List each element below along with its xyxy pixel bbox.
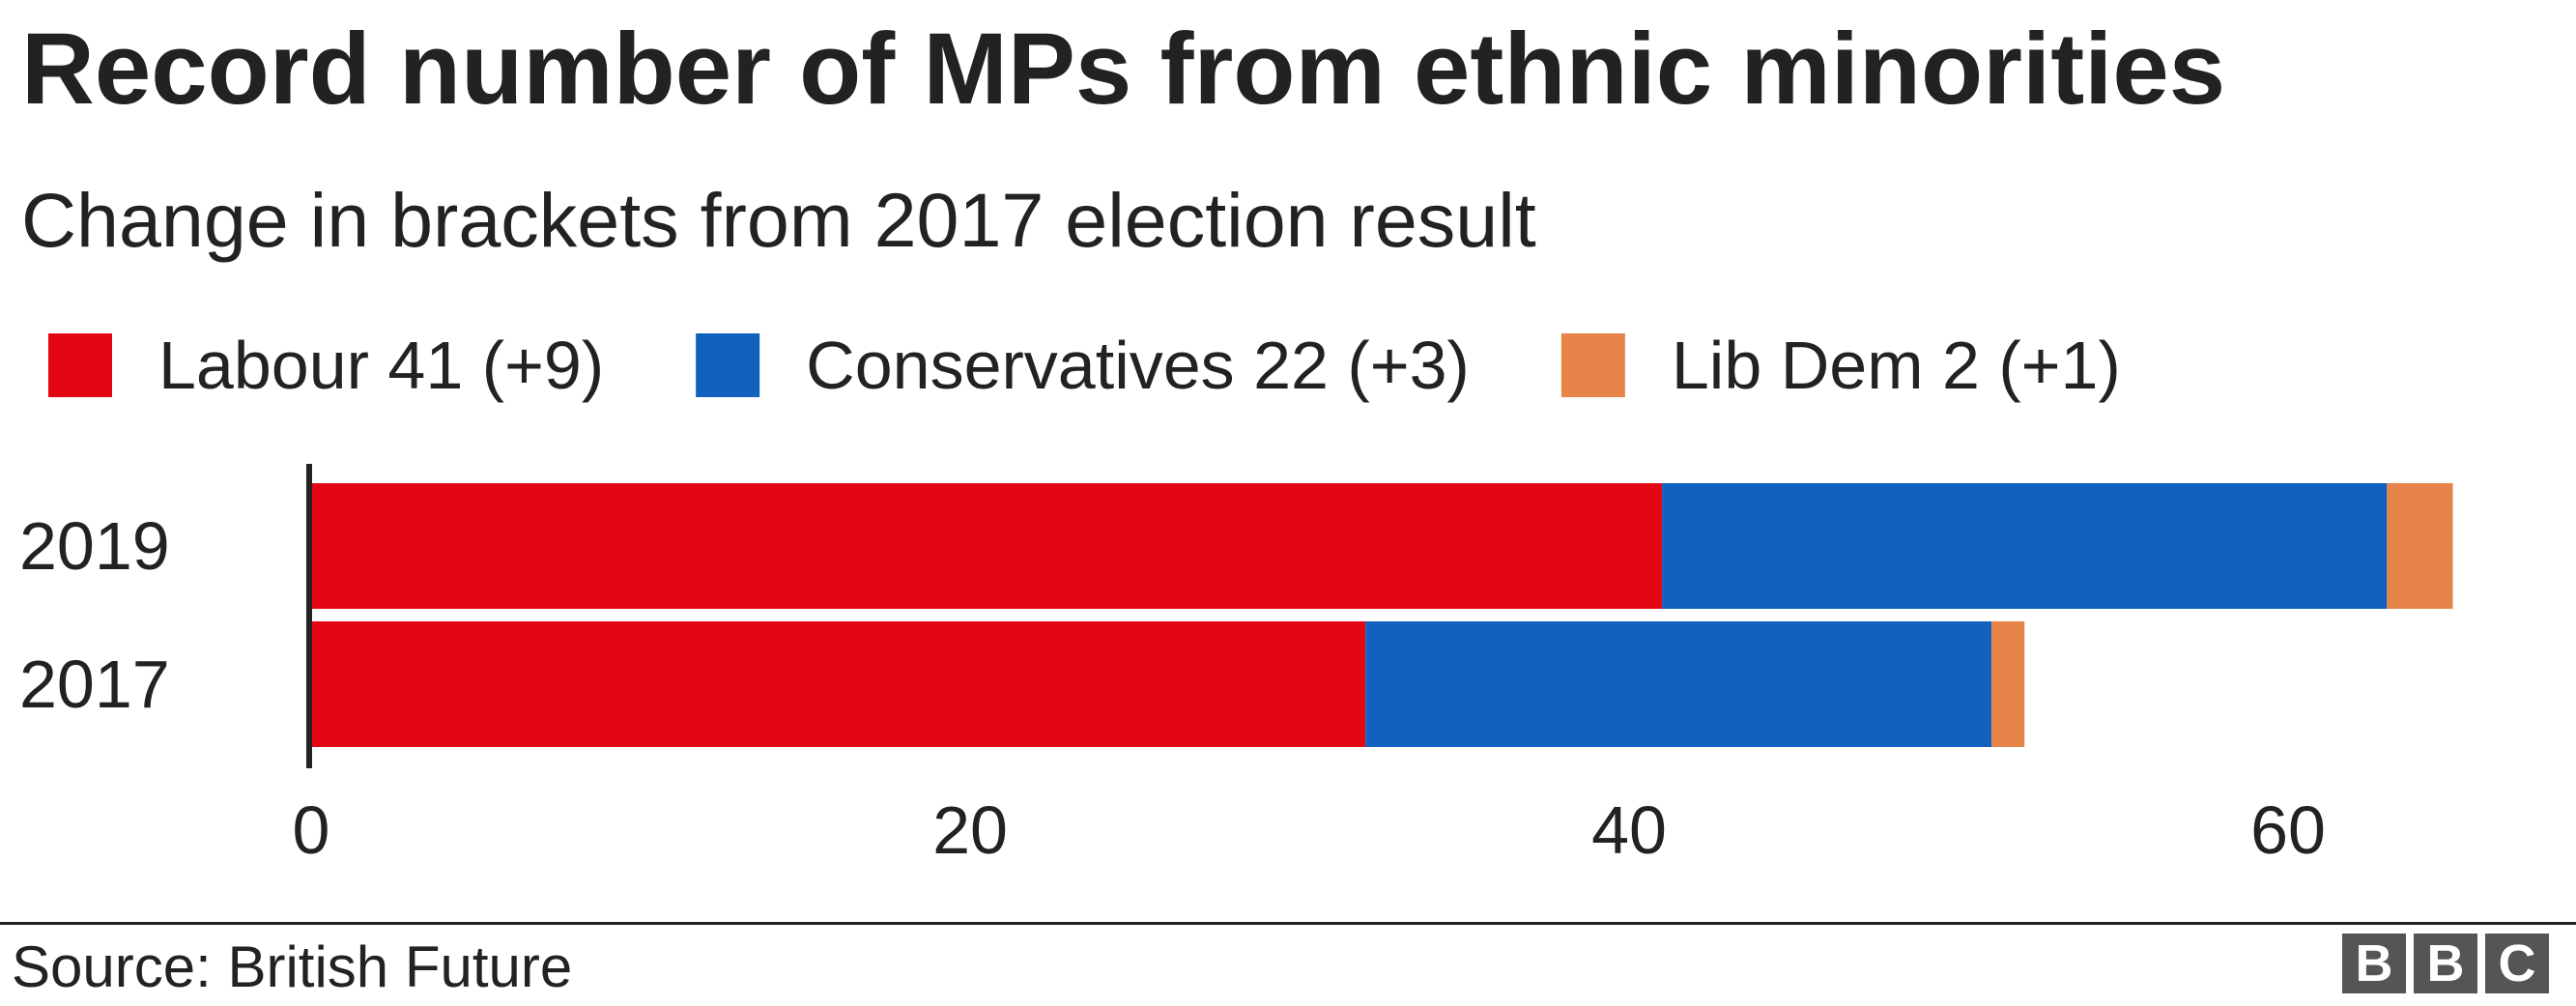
chart-title: Record number of MPs from ethnic minorit… — [21, 13, 2226, 126]
footer-divider — [0, 922, 2576, 925]
bbc-logo: B B C — [2342, 934, 2549, 993]
bar-segment — [311, 483, 1663, 609]
legend: Labour 41 (+9) Conservatives 22 (+3) Lib D… — [48, 328, 2121, 403]
legend-label: Conservatives 22 (+3) — [806, 328, 1470, 403]
x-tick-label: 40 — [1591, 792, 1667, 868]
legend-swatch — [48, 333, 112, 397]
legend-swatch — [1560, 333, 1625, 397]
bar-segment — [1365, 621, 1992, 747]
legend-label: Labour 41 (+9) — [158, 328, 604, 403]
bar-segment — [1662, 483, 2388, 609]
source-note: Source: British Future — [12, 934, 573, 999]
bar-segment — [1991, 621, 2025, 747]
legend-swatch — [696, 333, 760, 397]
bbc-logo-letter: B — [2342, 934, 2406, 993]
bbc-logo-letter: B — [2414, 934, 2477, 993]
bars — [311, 483, 2453, 747]
x-tick-label: 20 — [932, 792, 1008, 868]
axis: 2019 2017 0 20 40 60 — [19, 464, 2326, 868]
chart-subtitle: Change in brackets from 2017 election re… — [21, 177, 1536, 263]
x-tick-label: 0 — [293, 792, 330, 868]
x-tick-label: 60 — [2250, 792, 2326, 868]
legend-label: Lib Dem 2 (+1) — [1672, 328, 2121, 403]
bbc-logo-letter: C — [2485, 934, 2549, 993]
category-label: 2019 — [19, 508, 170, 584]
stacked-bar-chart: Labour 41 (+9) Conservatives 22 (+3) Lib D… — [19, 328, 2453, 868]
bar-segment — [311, 621, 1366, 747]
category-label: 2017 — [19, 647, 170, 722]
bar-segment — [2387, 483, 2453, 609]
